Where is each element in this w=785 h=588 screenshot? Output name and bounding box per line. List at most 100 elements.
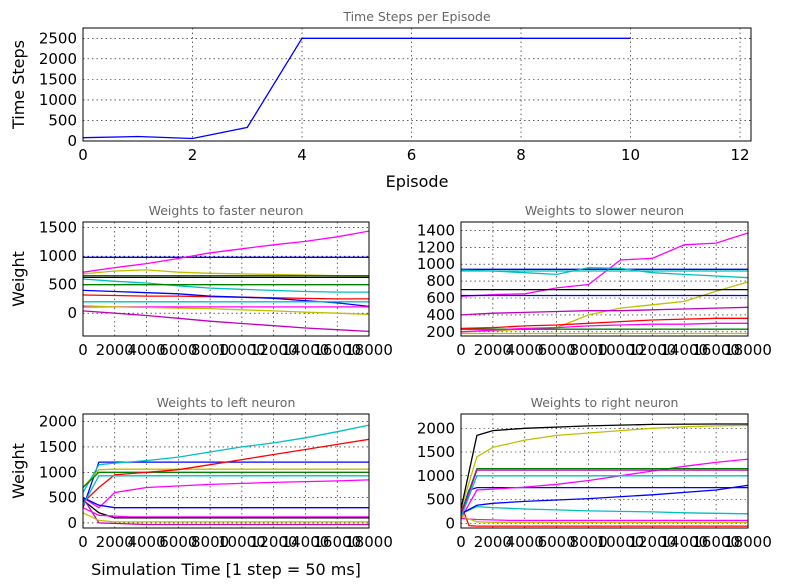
x-tick-label: 2000 <box>96 341 134 359</box>
y-tick-label: 2500 <box>39 29 77 47</box>
plot-frame <box>460 221 749 337</box>
series-line <box>461 423 748 510</box>
series-group <box>83 230 369 333</box>
slower-neuron-chart: 0 200040006000800010000120001400016000180… <box>417 203 772 359</box>
chart-title: Time Steps per Episode <box>342 9 491 24</box>
y-tick-label: 1500 <box>39 70 77 88</box>
y-tick-label: 1200 <box>417 238 455 256</box>
x-tick-label: 18000 <box>345 533 393 551</box>
y-tick-label: 500 <box>48 489 77 507</box>
x-tick-label: 12000 <box>250 341 298 359</box>
series-line <box>83 438 369 504</box>
y-tick-label: 1500 <box>39 438 77 456</box>
series-line <box>83 512 369 523</box>
x-tick-label: 2000 <box>474 533 512 551</box>
x-tick-label: 16000 <box>313 341 361 359</box>
series-line <box>461 484 748 515</box>
y-axis-label: Weight <box>9 443 28 499</box>
x-tick-label: 16000 <box>313 533 361 551</box>
x-tick-label: 14000 <box>282 533 330 551</box>
y-tick-label: 400 <box>426 306 455 324</box>
x-tick-label: 6000 <box>538 341 576 359</box>
x-tick-label: 2000 <box>96 533 134 551</box>
y-tick-label: 1000 <box>417 255 455 273</box>
series-line <box>461 505 748 515</box>
y-tick-label: 2000 <box>39 413 77 431</box>
series-line <box>83 497 369 509</box>
y-tick-label: 500 <box>48 276 77 294</box>
x-tick-label: 16000 <box>692 341 740 359</box>
y-tick-label: 1400 <box>417 221 455 239</box>
x-tick-label: 12 <box>731 146 750 164</box>
series-line <box>461 467 748 515</box>
series-line <box>83 499 369 519</box>
x-tick-label: 14000 <box>660 341 708 359</box>
y-tick-label: 1000 <box>39 463 77 481</box>
x-tick-label: 6000 <box>538 533 576 551</box>
series-line <box>461 424 748 510</box>
x-tick-label: 12000 <box>628 341 676 359</box>
series-line <box>83 305 369 315</box>
series-line <box>461 317 748 330</box>
series-line <box>461 232 748 297</box>
series-line <box>461 504 748 527</box>
x-tick-label: 8000 <box>191 533 229 551</box>
series-line <box>83 461 369 508</box>
y-tick-label: 500 <box>426 491 455 509</box>
x-axis-label: Episode <box>386 172 449 191</box>
chart-title: Weights to right neuron <box>531 395 679 410</box>
series-line <box>461 306 748 316</box>
series-group <box>83 424 369 526</box>
plot-frame <box>460 413 749 529</box>
chart-title: Weights to faster neuron <box>149 203 304 218</box>
x-tick-label: 4000 <box>506 533 544 551</box>
y-tick-label: 600 <box>426 289 455 307</box>
series-line <box>83 230 369 273</box>
x-tick-label: 4000 <box>127 341 165 359</box>
plot-frame <box>82 27 752 142</box>
x-tick-label: 2 <box>188 146 198 164</box>
x-tick-label: 0 <box>78 341 88 359</box>
x-tick-label: 0 <box>78 146 88 164</box>
series-line <box>83 310 369 333</box>
series-group <box>83 37 631 140</box>
series-line <box>83 475 369 506</box>
series-line <box>461 266 748 279</box>
x-tick-label: 4000 <box>506 341 544 359</box>
x-tick-label: 10000 <box>597 533 645 551</box>
series-line <box>461 458 748 519</box>
series-group <box>461 232 748 335</box>
x-tick-label: 10000 <box>218 533 266 551</box>
x-tick-label: 6000 <box>159 533 197 551</box>
x-tick-label: 12000 <box>250 533 298 551</box>
y-tick-label: 2000 <box>417 419 455 437</box>
chart-title: Weights to left neuron <box>157 395 296 410</box>
x-tick-label: 8000 <box>569 341 607 359</box>
series-line <box>83 479 369 509</box>
right-neuron-chart: 0 200040006000800010000120001400016000180… <box>417 395 772 551</box>
x-tick-label: 8000 <box>191 341 229 359</box>
series-line <box>83 471 369 488</box>
series-line <box>461 517 748 522</box>
y-tick-label: 1500 <box>417 443 455 461</box>
x-tick-label: 4 <box>297 146 307 164</box>
plot-frame <box>82 413 370 529</box>
x-tick-label: 6000 <box>159 341 197 359</box>
series-line <box>461 486 748 515</box>
y-tick-label: 2000 <box>39 50 77 68</box>
y-tick-label: 1500 <box>39 219 77 237</box>
y-tick-label: 200 <box>426 323 455 341</box>
series-group <box>461 423 748 527</box>
left-neuron-chart: 0 200040006000800010000120001400016000180… <box>9 395 393 551</box>
y-tick-label: 0 <box>67 514 77 532</box>
y-tick-label: 1000 <box>39 91 77 109</box>
x-tick-label: 10 <box>621 146 640 164</box>
x-tick-label: 10000 <box>597 341 645 359</box>
series-line <box>83 507 369 518</box>
x-tick-label: 12000 <box>628 533 676 551</box>
x-tick-label: 0 <box>456 341 466 359</box>
x-tick-label: 0 <box>456 533 466 551</box>
x-tick-label: 4000 <box>127 533 165 551</box>
